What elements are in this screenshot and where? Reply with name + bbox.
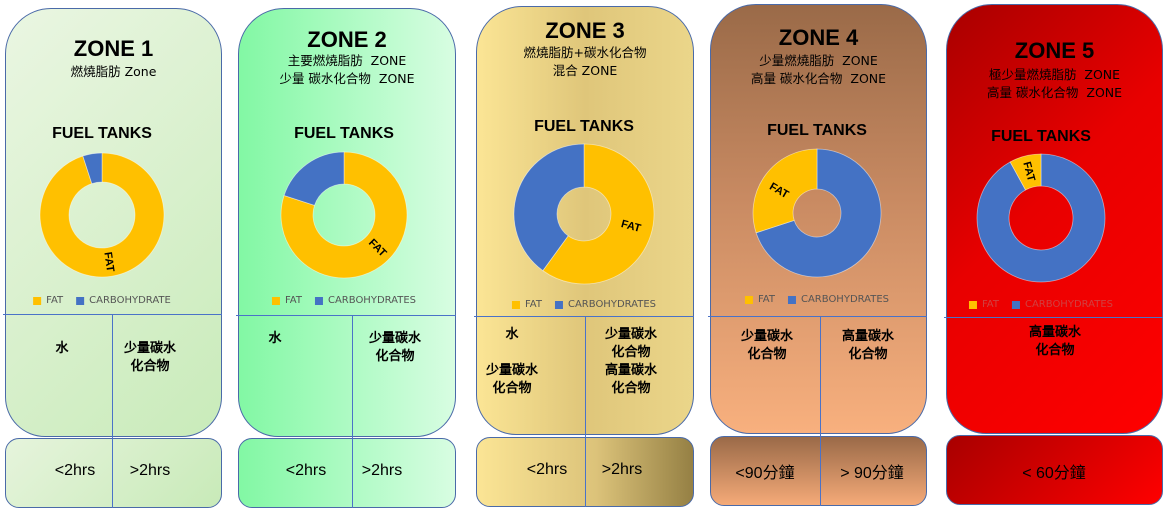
fuel-donut-chart: FAT: [513, 143, 655, 285]
chart-legend: FAT CARBOHYDRATES: [968, 299, 1114, 310]
fuel-donut-chart: FAT: [280, 151, 408, 279]
fuel-source-label: 高量碳水 化合物: [841, 329, 895, 362]
carbohydrate-legend-swatch: [1011, 300, 1020, 309]
zone-title: ZONE 5: [1014, 38, 1095, 63]
legend-label: FAT: [46, 295, 64, 306]
zone-subtitle: 高量 碳水化合物 ZONE: [750, 71, 887, 86]
zone-title: ZONE 3: [545, 18, 625, 43]
legend-label: CARBOHYDRATES: [1024, 299, 1114, 310]
divider: [112, 314, 113, 508]
carbohydrate-slice: [755, 148, 882, 278]
fuel-source-label: 少量碳水 化合物: [368, 331, 422, 364]
fat-slice: [542, 143, 655, 285]
carbohydrate-slice: [283, 151, 345, 206]
chart-title: FUEL TANKS: [52, 125, 152, 142]
legend-label: CARBOHYDRATES: [567, 299, 657, 310]
fat-slice: [1009, 153, 1042, 191]
duration-label: <90分鐘: [735, 465, 795, 482]
chart-title: FUEL TANKS: [534, 118, 634, 135]
legend-label: CARBOHYDRATE: [89, 295, 171, 306]
fat-legend-swatch: [511, 300, 520, 309]
duration-label: >2hrs: [361, 462, 403, 479]
fuel-source-label: 高量碳水 化合物: [1028, 325, 1082, 358]
legend-label: FAT: [524, 299, 542, 310]
zone-subtitle: 主要燃燒脂肪 ZONE: [287, 53, 407, 68]
fuel-donut-chart: FAT: [39, 152, 165, 278]
chart-legend: FAT CARBOHYDRATES: [271, 295, 417, 306]
legend-label: CARBOHYDRATES: [327, 295, 417, 306]
zone-subtitle: 少量燃燒脂肪 ZONE: [759, 53, 878, 68]
duration-label: <2hrs: [54, 462, 96, 479]
zone-subtitle: 高量 碳水化合物 ZONE: [986, 85, 1123, 100]
duration-label: >2hrs: [601, 461, 643, 478]
fat-legend-swatch: [271, 296, 280, 305]
chart-title: FUEL TANKS: [767, 122, 867, 139]
zone-2-card: [238, 8, 456, 437]
divider: [585, 316, 586, 507]
zone-4-duration-box: [710, 436, 927, 506]
fuel-source-label: 水: [55, 341, 69, 356]
fat-slice-label: FAT: [1020, 160, 1037, 183]
fat-slice: [39, 152, 165, 278]
zone-subtitle: 少量 碳水化合物 ZONE: [279, 71, 415, 86]
fat-slice: [752, 148, 818, 234]
duration-label: <2hrs: [526, 461, 568, 478]
zone-2-duration-box: [238, 438, 456, 508]
carbohydrate-slice: [82, 152, 103, 185]
zone-title: ZONE 1: [73, 36, 154, 61]
fuel-source-label: 少量碳水 化合物 高量碳水 化合物: [604, 327, 658, 396]
zone-1-duration-box: [5, 438, 222, 508]
fat-slice-label: FAT: [620, 218, 643, 235]
fat-legend-swatch: [968, 300, 977, 309]
divider: [708, 316, 927, 317]
legend-label: CARBOHYDRATES: [800, 294, 890, 305]
fuel-source-label: 水: [268, 331, 282, 346]
legend-label: FAT: [284, 295, 302, 306]
carbohydrate-slice: [976, 153, 1106, 283]
chart-title: FUEL TANKS: [991, 128, 1091, 145]
fat-slice-label: FAT: [101, 251, 116, 273]
divider: [352, 315, 353, 508]
divider: [820, 316, 821, 506]
zone-5-duration-box: [946, 435, 1163, 505]
fuel-source-label: 少量碳水 化合物: [740, 329, 794, 362]
fuel-donut-chart: FAT: [752, 148, 882, 278]
fuel-source-label: 少量碳水 化合物: [123, 341, 177, 374]
zone-subtitle: 極少量燃燒脂肪 ZONE: [988, 67, 1121, 82]
chart-title: FUEL TANKS: [294, 125, 394, 142]
zone-4-card: [710, 4, 927, 434]
legend-label: FAT: [981, 299, 999, 310]
fuel-source-label: 水 少量碳水 化合物: [485, 327, 539, 396]
fat-slice: [280, 151, 408, 279]
divider: [474, 316, 694, 317]
duration-label: > 90分鐘: [840, 465, 904, 482]
carbohydrate-legend-swatch: [787, 295, 796, 304]
zone-subtitle: 燃燒脂肪 Zone: [70, 64, 157, 79]
zone-subtitle: 燃燒脂肪+碳水化合物: [523, 45, 647, 60]
chart-legend: FAT CARBOHYDRATES: [511, 299, 657, 310]
legend-label: FAT: [757, 294, 775, 305]
duration-label: >2hrs: [129, 462, 171, 479]
zone-title: ZONE 4: [778, 25, 859, 50]
fuel-donut-chart: FAT: [976, 153, 1106, 283]
carbohydrate-legend-swatch: [314, 296, 323, 305]
carbohydrate-legend-swatch: [554, 300, 563, 309]
fat-legend-swatch: [744, 295, 753, 304]
carbohydrate-legend-swatch: [76, 296, 85, 305]
divider: [944, 317, 1163, 318]
fat-legend-swatch: [33, 296, 42, 305]
zone-subtitle: 混合 ZONE: [552, 63, 618, 78]
zone-title: ZONE 2: [307, 27, 387, 52]
duration-label: <2hrs: [285, 462, 327, 479]
chart-legend: FAT CARBOHYDRATE: [33, 295, 171, 306]
chart-legend: FAT CARBOHYDRATES: [744, 294, 890, 305]
divider: [236, 315, 456, 316]
carbohydrate-slice: [513, 143, 585, 272]
duration-label: < 60分鐘: [1022, 465, 1086, 482]
